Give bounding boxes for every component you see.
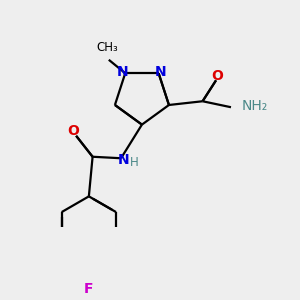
Text: N: N: [118, 153, 130, 167]
Text: O: O: [67, 124, 79, 138]
Text: H: H: [130, 156, 139, 169]
Text: N: N: [117, 65, 129, 79]
Text: O: O: [212, 69, 224, 83]
Text: N: N: [155, 65, 167, 79]
Text: CH₃: CH₃: [96, 41, 118, 54]
Text: F: F: [84, 282, 94, 296]
Text: NH₂: NH₂: [242, 99, 268, 113]
